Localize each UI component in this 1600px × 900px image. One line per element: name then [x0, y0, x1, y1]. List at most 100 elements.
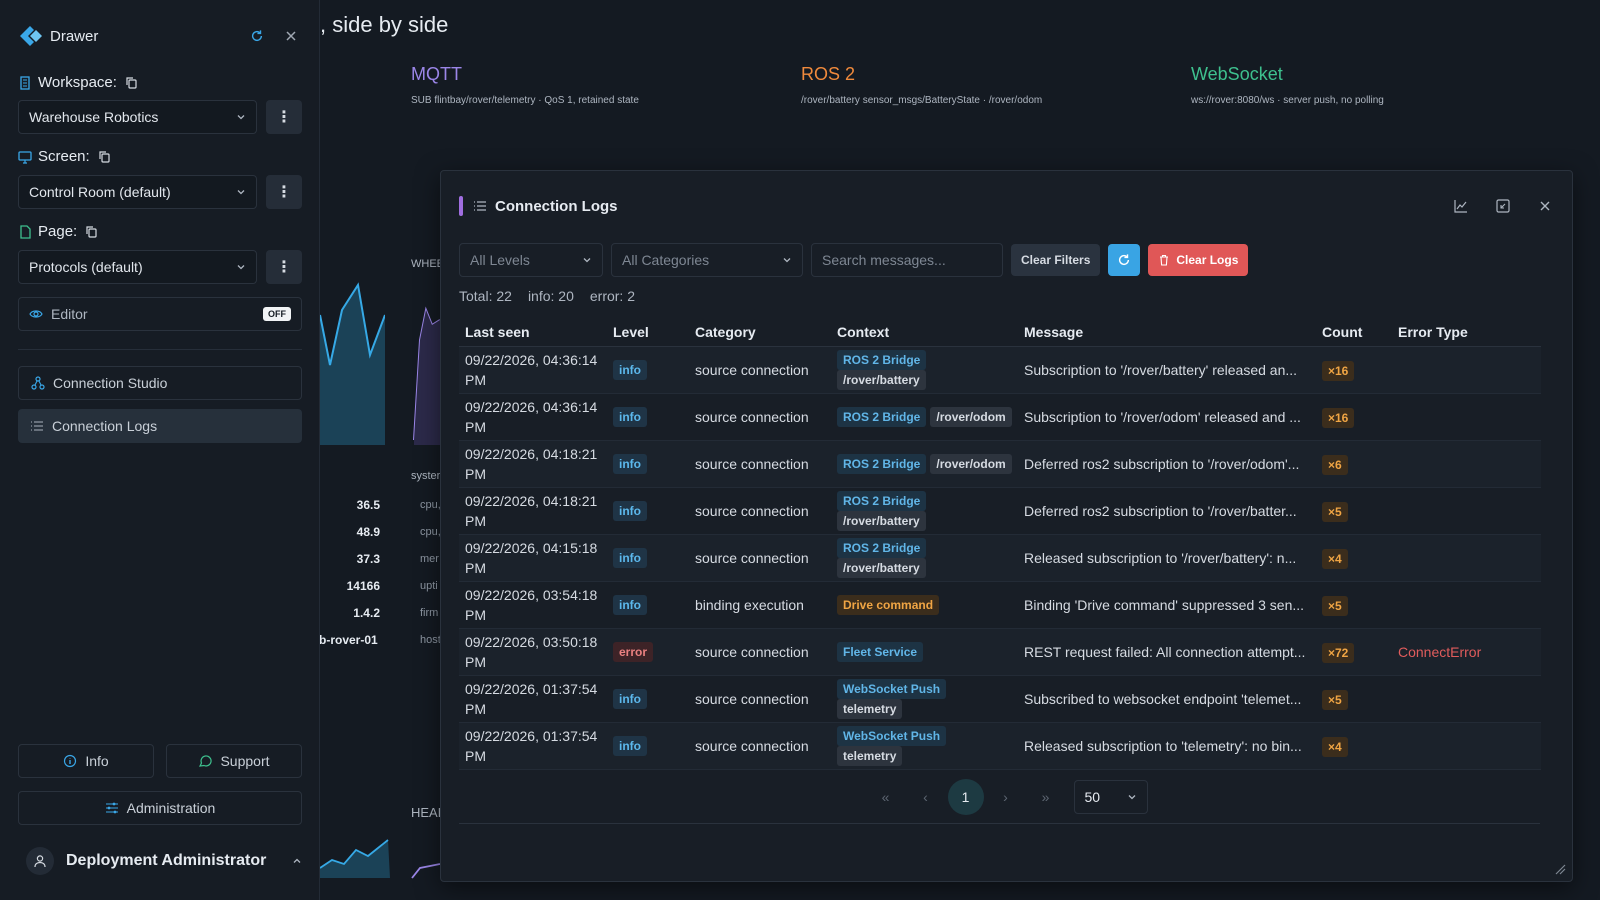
level-filter-select[interactable]: All Levels	[459, 243, 603, 277]
cell-message: Subscribed to websocket endpoint 'teleme…	[1018, 675, 1316, 723]
stat-key: mer	[420, 553, 439, 565]
support-icon	[199, 755, 213, 767]
context-badge: Drive command	[837, 595, 940, 615]
workspace-label: Workspace:	[18, 74, 138, 91]
cell-count: ×16	[1316, 393, 1392, 441]
logs-title: Connection Logs	[495, 197, 618, 215]
nav-connection-studio[interactable]: Connection Studio	[18, 366, 302, 400]
table-row[interactable]: 09/22/2026, 03:50:18 PM error source conne…	[459, 628, 1541, 676]
prev-page-button[interactable]: ‹	[923, 789, 928, 805]
current-page-button[interactable]: 1	[947, 779, 984, 815]
table-row[interactable]: 09/22/2026, 04:18:21 PM info source connec…	[459, 440, 1541, 488]
head-chart-secondary	[411, 863, 440, 879]
drawer: Drawer Workspace: Warehouse Robotics ⋮ S…	[0, 0, 320, 900]
section-head: HEAD	[411, 805, 448, 820]
col-count[interactable]: Count	[1316, 317, 1392, 347]
nav-connection-logs[interactable]: Connection Logs	[18, 409, 302, 443]
context-tag: telemetry	[837, 699, 903, 719]
cell-context: ROS 2 Bridge/rover/battery	[831, 346, 1018, 394]
page-size-select[interactable]: 50	[1073, 780, 1148, 814]
cell-error-type	[1392, 675, 1541, 723]
monitor-icon	[18, 150, 32, 164]
table-row[interactable]: 09/22/2026, 01:37:54 PM info source connec…	[459, 722, 1541, 770]
context-badge: ROS 2 Bridge	[837, 350, 927, 370]
category-filter-select[interactable]: All Categories	[611, 243, 803, 277]
copy-icon[interactable]	[98, 150, 111, 163]
col-message[interactable]: Message	[1018, 317, 1316, 347]
chevron-down-icon	[583, 258, 591, 263]
close-icon[interactable]	[281, 26, 301, 46]
table-row[interactable]: 09/22/2026, 04:36:14 PM info source connec…	[459, 346, 1541, 394]
stat-key: upti	[420, 580, 438, 592]
logs-table: Last seen Level Category Context Message…	[459, 317, 1541, 770]
stat-key: firm	[420, 607, 439, 619]
cell-last-seen: 09/22/2026, 04:18:21 PM	[459, 440, 607, 488]
administration-button[interactable]: Administration	[18, 791, 302, 825]
count-badge: ×4	[1322, 549, 1348, 569]
workspace-more-button[interactable]: ⋮	[266, 100, 302, 134]
col-category[interactable]: Category	[689, 317, 831, 347]
first-page-button[interactable]: «	[881, 789, 890, 805]
logs-header: Connection Logs	[459, 195, 1554, 217]
clear-logs-button[interactable]: Clear Logs	[1148, 244, 1249, 276]
info-button[interactable]: Info	[18, 744, 154, 778]
cell-message: Released subscription to 'telemetry': no…	[1018, 722, 1316, 770]
workspace-select[interactable]: Warehouse Robotics	[18, 100, 257, 134]
refresh-icon	[1119, 254, 1130, 266]
level-badge: info	[613, 407, 647, 427]
page-select[interactable]: Protocols (default)	[18, 250, 257, 284]
cell-count: ×4	[1316, 722, 1392, 770]
col-error-type[interactable]: Error Type	[1392, 317, 1541, 347]
cell-context: ROS 2 Bridge/rover/battery	[831, 487, 1018, 535]
cell-context: Drive command	[831, 581, 1018, 629]
pagination: « ‹ 1 › » 50	[441, 779, 1572, 815]
next-page-button[interactable]: ›	[1003, 789, 1008, 805]
cell-category: source connection	[689, 440, 831, 488]
sliders-icon	[105, 802, 118, 814]
level-badge: error	[613, 642, 654, 662]
page-title: , side by side	[320, 12, 449, 37]
copy-icon[interactable]	[85, 225, 98, 238]
table-row[interactable]: 09/22/2026, 04:18:21 PM info source connec…	[459, 487, 1541, 535]
screen-select[interactable]: Control Room (default)	[18, 175, 257, 209]
refresh-icon[interactable]	[247, 26, 267, 46]
col-context[interactable]: Context	[831, 317, 1018, 347]
editor-toggle[interactable]: Editor OFF	[18, 297, 302, 331]
table-row[interactable]: 09/22/2026, 04:15:18 PM info source connec…	[459, 534, 1541, 582]
user-icon	[34, 855, 46, 868]
cell-count: ×72	[1316, 628, 1392, 676]
close-icon[interactable]	[1536, 197, 1554, 215]
cell-count: ×5	[1316, 487, 1392, 535]
table-row[interactable]: 09/22/2026, 04:36:14 PM info source connec…	[459, 393, 1541, 441]
table-row[interactable]: 09/22/2026, 01:37:54 PM info source connec…	[459, 675, 1541, 723]
context-tag: /rover/battery	[837, 558, 926, 578]
level-badge: info	[613, 736, 647, 756]
minimize-window-icon[interactable]	[1494, 197, 1512, 215]
last-page-button[interactable]: »	[1041, 789, 1050, 805]
context-tag: /rover/odom	[930, 454, 1012, 474]
cell-level: info	[607, 534, 689, 582]
refresh-logs-button[interactable]	[1108, 244, 1141, 276]
cell-last-seen: 09/22/2026, 01:37:54 PM	[459, 722, 607, 770]
cell-error-type	[1392, 393, 1541, 441]
col-level[interactable]: Level	[607, 317, 689, 347]
editor-switch[interactable]: OFF	[263, 307, 291, 321]
context-badge: WebSocket Push	[837, 726, 947, 746]
trash-icon	[1160, 254, 1169, 266]
list-icon	[474, 201, 486, 211]
user-menu[interactable]: Deployment Administrator	[26, 846, 302, 876]
resize-handle-icon[interactable]	[1554, 863, 1566, 875]
chart-icon[interactable]	[1452, 197, 1470, 215]
support-button[interactable]: Support	[166, 744, 302, 778]
search-input[interactable]	[811, 243, 1003, 277]
cell-last-seen: 09/22/2026, 01:37:54 PM	[459, 675, 607, 723]
chevron-down-icon	[237, 190, 245, 195]
cell-level: info	[607, 346, 689, 394]
page-more-button[interactable]: ⋮	[266, 250, 302, 284]
clear-filters-button[interactable]: Clear Filters	[1011, 244, 1101, 276]
col-last-seen[interactable]: Last seen	[459, 317, 607, 347]
context-badge: ROS 2 Bridge	[837, 491, 927, 511]
copy-icon[interactable]	[125, 76, 138, 89]
table-row[interactable]: 09/22/2026, 03:54:18 PM info binding execu…	[459, 581, 1541, 629]
screen-more-button[interactable]: ⋮	[266, 175, 302, 209]
